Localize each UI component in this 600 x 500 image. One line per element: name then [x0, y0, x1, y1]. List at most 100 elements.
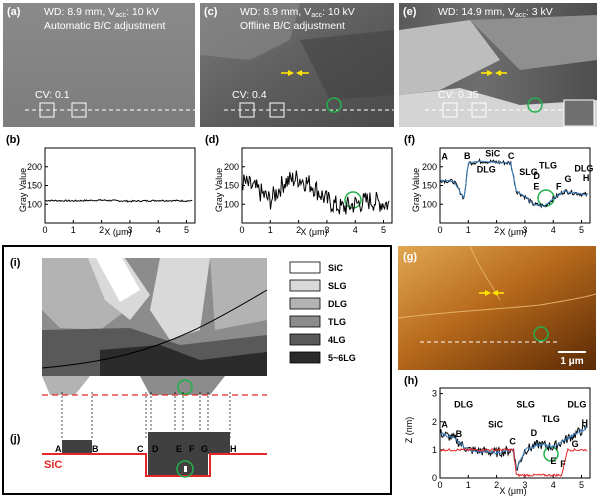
- y-tick-label-h: 3: [432, 389, 437, 399]
- plot-h: (h) Z (nm) X (μm) 0 1 2 3 4 5 0 1 2 3 AB DLG SiC SLG C…: [404, 375, 591, 496]
- sem-image-a: [3, 3, 195, 127]
- annotation-h: H: [582, 418, 589, 428]
- annotation-f: SiC: [485, 148, 501, 158]
- arrow-left-head-g: [492, 290, 498, 296]
- x-tick-label-h: 0: [437, 480, 442, 490]
- annotation-f: F: [556, 181, 562, 191]
- section-point-label: E: [176, 444, 182, 454]
- x-tick-label-h: 2: [494, 480, 499, 490]
- domain-dlg-2: [210, 258, 267, 330]
- section-a-b: [62, 440, 92, 454]
- conditions-e: WD: 14.9 mm, Vacc: 3 kV: [438, 6, 553, 19]
- y-tick-label-d: 150: [224, 181, 239, 191]
- arrow-left-head-c: [296, 70, 302, 76]
- x-tick-label-b: 4: [156, 225, 161, 235]
- annotation-h: C: [509, 436, 516, 446]
- mode-a: Automatic B/C adjustment: [44, 20, 165, 32]
- annotation-h: SLG: [516, 400, 535, 410]
- panel-label-b: (b): [6, 134, 20, 146]
- domain-e2: [470, 15, 597, 70]
- x-tick-label-d: 5: [381, 225, 386, 235]
- annotation-h: G: [572, 439, 579, 449]
- domain-tlg: [140, 376, 225, 395]
- conditions-a: WD: 8.9 mm, Vacc: 10 kV: [44, 6, 159, 19]
- xlabel-h: X (μm): [499, 486, 526, 496]
- marker-circle-i: [177, 379, 193, 395]
- plot-f: (f) Gray Value X (μm) 0 1 2 3 4 5 100 150 200 A B S…: [404, 134, 593, 237]
- annotation-h: F: [560, 459, 566, 469]
- ylabel-d: Gray Value: [214, 168, 224, 212]
- afm-boundary-2: [469, 245, 501, 301]
- x-tick-label-b: 2: [99, 225, 104, 235]
- xlabel-b: X (μm): [104, 227, 131, 237]
- panel-g: (g) 1 μm: [397, 245, 597, 370]
- domain-slg-2: [150, 258, 210, 340]
- section-point-label: H: [230, 444, 237, 454]
- y-tick-label-h: 1: [432, 445, 437, 455]
- y-tick-label-b: 150: [27, 181, 42, 191]
- x-tick-label-d: 4: [353, 225, 358, 235]
- annotation-f: TLG: [539, 161, 557, 171]
- marker-circle-g: [533, 326, 549, 342]
- section-point-label: C: [137, 444, 144, 454]
- y-tick-label-d: 200: [224, 162, 239, 172]
- section-c-h-top: [148, 432, 230, 454]
- domain-c1: [200, 3, 300, 60]
- marker-circle-e: [527, 97, 543, 113]
- cv-a: CV: 0.1: [35, 89, 70, 101]
- annotation-f: D: [533, 171, 540, 181]
- mode-c: Offline B/C adjustment: [240, 20, 345, 32]
- x-tick-label-d: 3: [324, 225, 329, 235]
- scale-label-g: 1 μm: [560, 356, 583, 367]
- ylabel-f: Gray Value: [411, 168, 421, 212]
- y-tick-label-b: 200: [27, 162, 42, 172]
- boundary-curve: [41, 289, 268, 369]
- x-tick-label-h: 5: [579, 480, 584, 490]
- annotation-h: B: [456, 429, 463, 439]
- annotation-h: DLG: [567, 400, 586, 410]
- roi-box-a2: [71, 102, 87, 118]
- panel-a: (a) WD: 8.9 mm, Vacc: 10 kV Automatic B/…: [3, 3, 195, 127]
- x-tick-label-d: 2: [296, 225, 301, 235]
- panel-label-f: (f): [404, 134, 415, 146]
- xlabel-f: X (μm): [499, 227, 526, 237]
- domain-c2: [300, 30, 394, 100]
- annotation-h: SiC: [488, 419, 504, 429]
- annotation-f: B: [464, 151, 471, 161]
- panel-c: (c) WD: 8.9 mm, Vacc: 10 kV Offline B/C …: [200, 3, 394, 127]
- substrate-line: [42, 453, 267, 477]
- afm-image-g: [398, 246, 596, 370]
- panel-label-g: (g): [403, 251, 417, 263]
- legend-label: TLG: [328, 317, 346, 327]
- x-tick-label-b: 3: [127, 225, 132, 235]
- annotation-h: A: [441, 419, 448, 429]
- section-point-label: B: [92, 444, 99, 454]
- legend-label: SiC: [328, 263, 344, 273]
- x-tick-label-f: 5: [579, 225, 584, 235]
- marker-circle-c: [326, 97, 342, 113]
- section-point-label: G: [201, 444, 208, 454]
- y-tick-label-b: 100: [27, 199, 42, 209]
- domain-dlg-3: [42, 376, 90, 395]
- x-tick-label-b: 0: [42, 225, 47, 235]
- x-tick-label-h: 1: [466, 480, 471, 490]
- legend-swatch: [289, 279, 321, 292]
- x-tick-label-d: 0: [239, 225, 244, 235]
- panel-label-d: (d): [205, 134, 219, 146]
- x-tick-label-h: 4: [551, 480, 556, 490]
- panel-label-c: (c): [204, 6, 218, 18]
- xlabel-d: X (μm): [300, 227, 327, 237]
- annotation-f: SLG: [519, 167, 538, 177]
- panel-label-i: (i): [10, 257, 21, 269]
- y-tick-label-h: 0: [432, 473, 437, 483]
- y-tick-label-d: 100: [224, 199, 239, 209]
- afm-boundary-1: [397, 293, 597, 319]
- plot-frame-b: [44, 147, 196, 224]
- annotation-f: DLG: [477, 164, 496, 174]
- x-tick-label-f: 1: [466, 225, 471, 235]
- section-point-label: D: [152, 444, 159, 454]
- ylabel-h: Z (nm): [404, 417, 414, 444]
